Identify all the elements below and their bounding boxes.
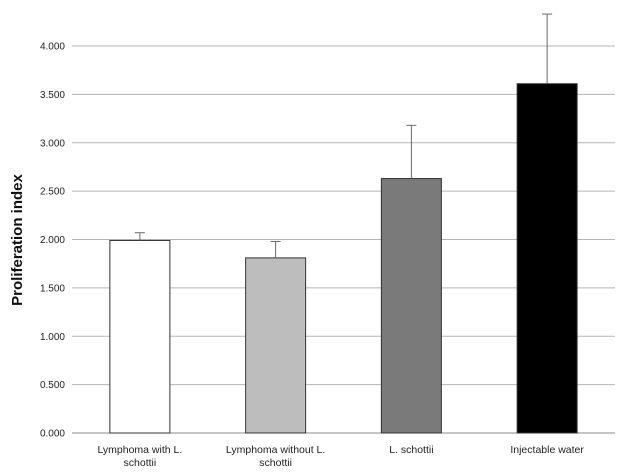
y-tick-label: 3.500: [40, 90, 65, 101]
x-category-label: L. schottii: [389, 444, 433, 456]
bar: [380, 178, 442, 434]
y-tick-label: 2.000: [40, 235, 65, 246]
y-tick-label: 2.500: [40, 187, 65, 198]
bar: [516, 83, 578, 434]
x-category-label: Lymphoma without L.: [226, 444, 325, 456]
error-bars: [134, 13, 553, 258]
y-tick-label: 1.000: [40, 332, 65, 343]
bar: [245, 257, 307, 434]
y-tick-label: 1.500: [40, 283, 65, 294]
bar: [109, 239, 171, 434]
y-tick-label: 3.000: [40, 138, 65, 149]
x-category-label: schottii: [124, 457, 157, 469]
y-tick-label: 4.000: [40, 42, 65, 53]
y-axis-ticks: 0.000 0.500 1.000 1.500 2.000 2.500 3.000 3.500…: [40, 42, 65, 440]
y-tick-label: 0.500: [40, 380, 65, 391]
x-category-label: schottii: [259, 457, 292, 469]
bars: [109, 83, 578, 434]
x-category-label: Injectable water: [510, 444, 584, 456]
y-tick-label: 0.000: [40, 429, 65, 440]
y-axis-label: Proliferation index: [9, 174, 26, 306]
x-category-label: Lymphoma with L.: [97, 444, 182, 456]
